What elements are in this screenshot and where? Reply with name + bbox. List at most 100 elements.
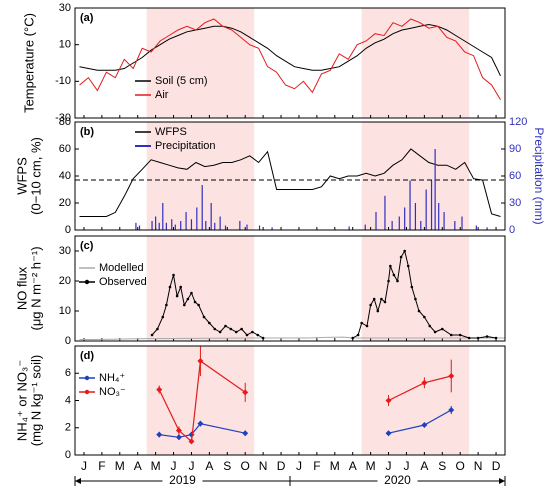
point xyxy=(448,372,455,379)
y2-tick-label: 0 xyxy=(509,224,515,236)
panel-frame xyxy=(74,121,506,231)
precipitation-bar xyxy=(420,221,422,230)
precipitation-bar xyxy=(171,219,173,230)
point xyxy=(242,430,249,437)
point xyxy=(410,285,414,289)
x-tick-label: A xyxy=(205,459,213,473)
y-tick-label: 6 xyxy=(65,367,71,379)
y-axis-label: Temperature (°C) xyxy=(21,13,36,113)
precipitation-bar xyxy=(430,180,433,230)
series-line xyxy=(79,18,501,100)
y-axis-label: NO flux xyxy=(14,266,29,310)
precipitation-bar xyxy=(258,225,261,230)
y-axis-label: (mg N kg⁻¹ soil) xyxy=(28,355,43,446)
x-tick-label: N xyxy=(259,459,268,473)
precipitation-bar xyxy=(461,216,463,230)
precipitation-bar xyxy=(205,221,207,230)
point xyxy=(458,333,462,337)
panel-label: (a) xyxy=(80,12,94,24)
x-tick-label: M xyxy=(330,459,340,473)
point xyxy=(179,285,183,289)
legend-label: WFPS xyxy=(155,126,187,138)
precipitation-bar xyxy=(165,222,167,230)
panel-label: (c) xyxy=(80,240,94,252)
shaded-period xyxy=(361,8,470,118)
point xyxy=(197,357,204,364)
precipitation-bar xyxy=(375,212,377,230)
x-tick-label: A xyxy=(349,459,357,473)
x-tick-label: F xyxy=(313,459,320,473)
point xyxy=(261,336,265,340)
point xyxy=(389,264,392,268)
point xyxy=(156,386,163,393)
point xyxy=(229,327,233,331)
point xyxy=(387,279,390,283)
y-tick-label: -30 xyxy=(55,112,71,124)
point xyxy=(417,309,421,313)
precipitation-bar xyxy=(190,219,193,230)
point xyxy=(197,420,204,427)
y-axis-label: NH₄⁺ or NO₃⁻ xyxy=(14,360,29,441)
point xyxy=(369,303,372,307)
point xyxy=(197,303,200,307)
point xyxy=(356,333,360,337)
precipitation-bar xyxy=(135,222,137,230)
x-tick-label: J xyxy=(403,459,409,473)
y2-tick-label: 30 xyxy=(509,197,521,209)
x-tick-label: M xyxy=(151,459,161,473)
point xyxy=(193,300,197,304)
point xyxy=(421,422,428,429)
year-label-bg xyxy=(377,474,418,488)
point xyxy=(396,279,399,283)
point xyxy=(172,273,175,277)
legend-marker xyxy=(84,375,90,381)
legend-label: NH₄⁺ xyxy=(99,372,125,384)
point xyxy=(165,303,168,307)
point xyxy=(175,294,179,298)
legend-label: NO₃⁻ xyxy=(99,386,126,398)
precipitation-bar xyxy=(214,222,216,230)
point xyxy=(392,273,396,277)
legend-label: Modelled xyxy=(99,262,144,274)
x-tick-label: S xyxy=(223,459,231,473)
precipitation-bar xyxy=(180,221,182,230)
panel-frame xyxy=(74,345,506,456)
shaded-period xyxy=(361,236,470,341)
point xyxy=(372,297,376,301)
precipitation-bar xyxy=(438,203,440,230)
point xyxy=(188,438,195,445)
series-line xyxy=(79,148,501,217)
point xyxy=(175,434,182,441)
precipitation-bar xyxy=(224,225,227,230)
shaded-period xyxy=(146,8,255,118)
precipitation-bar xyxy=(443,212,445,230)
precipitation-bar xyxy=(434,149,436,230)
panel-frame xyxy=(74,7,506,119)
point xyxy=(218,330,222,334)
point xyxy=(213,327,217,331)
precipitation-bar xyxy=(196,207,198,230)
point xyxy=(383,300,387,304)
point xyxy=(428,324,432,328)
precipitation-bar xyxy=(391,221,393,230)
y-tick-label: 30 xyxy=(59,2,71,14)
point xyxy=(385,430,392,437)
y-tick-label: -10 xyxy=(55,75,71,87)
x-tick-label: M xyxy=(366,459,376,473)
precipitation-bar xyxy=(158,222,160,230)
precipitation-bar xyxy=(210,203,212,230)
year-label: 2020 xyxy=(384,473,411,487)
point xyxy=(190,291,193,295)
point xyxy=(150,333,154,337)
point xyxy=(406,264,410,268)
point xyxy=(251,330,254,334)
point xyxy=(467,336,471,340)
y-tick-label: 60 xyxy=(59,143,71,155)
point xyxy=(494,336,498,340)
legend-marker xyxy=(84,279,90,285)
point xyxy=(385,397,392,404)
x-tick-label: D xyxy=(277,459,286,473)
point xyxy=(161,315,165,319)
point xyxy=(156,431,163,438)
